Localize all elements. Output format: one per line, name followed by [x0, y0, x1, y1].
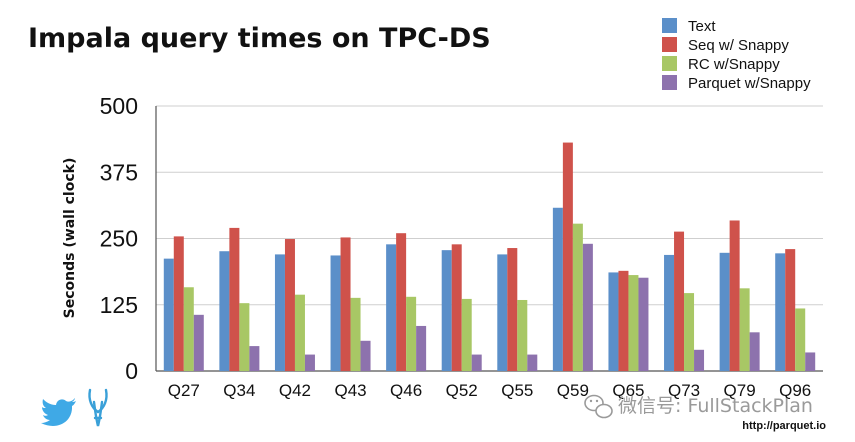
legend-swatch [662, 75, 677, 90]
bar-q43-rc-w-snappy [350, 297, 361, 371]
legend: Text Seq w/ Snappy RC w/Snappy Parquet w/Sn… [662, 18, 811, 92]
bar-q59-seq-w-snappy [562, 142, 573, 371]
legend-entry: Text [688, 18, 716, 35]
x-tick-label: Q46 [390, 381, 422, 400]
bar-q42-rc-w-snappy [294, 294, 305, 371]
y-tick-label: 500 [100, 93, 138, 119]
bar-q43-text [330, 255, 341, 371]
bars [163, 142, 816, 371]
bar-q46-seq-w-snappy [396, 233, 407, 371]
bar-q55-rc-w-snappy [517, 299, 528, 371]
bar-q59-rc-w-snappy [572, 223, 583, 371]
bar-q79-parquet-w-snappy [749, 332, 760, 371]
bar-q96-parquet-w-snappy [805, 352, 816, 371]
bar-q73-parquet-w-snappy [694, 349, 705, 371]
x-tick-label: Q42 [279, 381, 311, 400]
y-tick-label: 125 [100, 292, 138, 318]
legend-swatch [662, 18, 677, 33]
y-tick-label: 0 [125, 358, 138, 384]
legend-entry: Seq w/ Snappy [688, 37, 789, 54]
bar-q79-rc-w-snappy [739, 288, 750, 371]
legend-entry: Parquet w/Snappy [688, 75, 811, 92]
bar-q52-text [441, 250, 452, 371]
bar-q55-seq-w-snappy [507, 248, 518, 371]
bar-q46-rc-w-snappy [406, 296, 417, 371]
x-tick-label: Q73 [668, 381, 700, 400]
bar-q65-seq-w-snappy [618, 270, 629, 371]
footer-url: http://parquet.io [742, 420, 826, 432]
bar-q52-parquet-w-snappy [471, 354, 482, 371]
bar-q65-text [608, 272, 619, 371]
bar-q27-text [163, 258, 174, 371]
bar-q43-parquet-w-snappy [360, 340, 371, 371]
bar-q59-parquet-w-snappy [582, 243, 593, 371]
bar-q27-seq-w-snappy [173, 236, 184, 371]
y-tick-label: 250 [100, 226, 138, 252]
x-tick-labels: Q27 Q34 Q42 Q43 Q46 Q52 Q55 Q59 Q65 Q73 Q79 Q96 [168, 381, 812, 400]
bar-q34-parquet-w-snappy [249, 346, 260, 371]
bar-q52-seq-w-snappy [451, 244, 462, 371]
x-tick-label: Q34 [223, 381, 255, 400]
bar-q43-seq-w-snappy [340, 237, 351, 371]
wechat-icon [584, 394, 613, 419]
legend-swatch [662, 37, 677, 52]
x-tick-label: Q43 [334, 381, 366, 400]
bar-q79-text [719, 252, 730, 371]
bar-q55-parquet-w-snappy [527, 354, 538, 371]
legend-swatch [662, 56, 677, 71]
bar-q42-parquet-w-snappy [304, 354, 315, 371]
legend-entry: RC w/Snappy [688, 56, 780, 73]
bar-q46-parquet-w-snappy [416, 325, 427, 371]
bar-q34-rc-w-snappy [239, 303, 250, 371]
bar-q34-text [219, 251, 230, 371]
antelope-logo-icon [88, 388, 108, 427]
bar-q27-parquet-w-snappy [193, 314, 204, 371]
bar-q42-seq-w-snappy [284, 239, 295, 371]
bar-q73-rc-w-snappy [684, 293, 695, 371]
chart-title: Impala query times on TPC-DS [28, 23, 491, 54]
bar-q96-text [775, 253, 786, 371]
x-tick-label: Q55 [501, 381, 533, 400]
bar-q65-rc-w-snappy [628, 275, 639, 371]
grid-lines [155, 105, 823, 372]
x-tick-label: Q52 [446, 381, 478, 400]
bar-q65-parquet-w-snappy [638, 277, 649, 371]
bar-q96-rc-w-snappy [795, 308, 806, 371]
bar-q34-seq-w-snappy [229, 227, 240, 371]
y-tick-label: 375 [100, 159, 138, 185]
bar-q73-text [664, 254, 675, 371]
x-tick-label: Q59 [557, 381, 589, 400]
x-tick-label: Q96 [779, 381, 811, 400]
bar-q55-text [497, 254, 508, 371]
bar-q46-text [386, 244, 397, 371]
x-tick-label: Q65 [612, 381, 644, 400]
bar-q27-rc-w-snappy [183, 287, 194, 371]
bar-q52-rc-w-snappy [461, 298, 472, 371]
x-tick-label: Q79 [724, 381, 756, 400]
bar-q42-text [274, 254, 285, 371]
bar-q73-seq-w-snappy [674, 231, 685, 371]
bar-q79-seq-w-snappy [729, 220, 740, 371]
bar-q96-seq-w-snappy [785, 249, 796, 371]
bar-q59-text [552, 207, 563, 371]
twitter-bird-icon [41, 398, 76, 426]
y-tick-labels: 0 125 250 375 500 [100, 93, 138, 384]
watermark-text: 微信号: FullStackPlan [618, 395, 813, 417]
x-tick-label: Q27 [168, 381, 200, 400]
y-axis-label: Seconds (wall clock) [62, 158, 78, 319]
